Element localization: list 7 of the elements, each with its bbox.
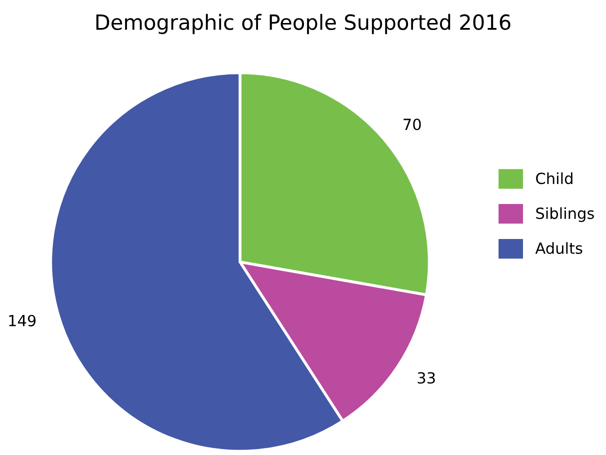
legend-label: Adults: [535, 242, 582, 254]
data-label: 33: [418, 372, 435, 384]
chart-title: Demographic of People Supported 2016: [96, 14, 510, 34]
legend-label: Siblings: [536, 207, 594, 222]
legend-label: Child: [536, 172, 572, 184]
data-label: 149: [9, 314, 36, 326]
data-label: 70: [404, 118, 421, 130]
